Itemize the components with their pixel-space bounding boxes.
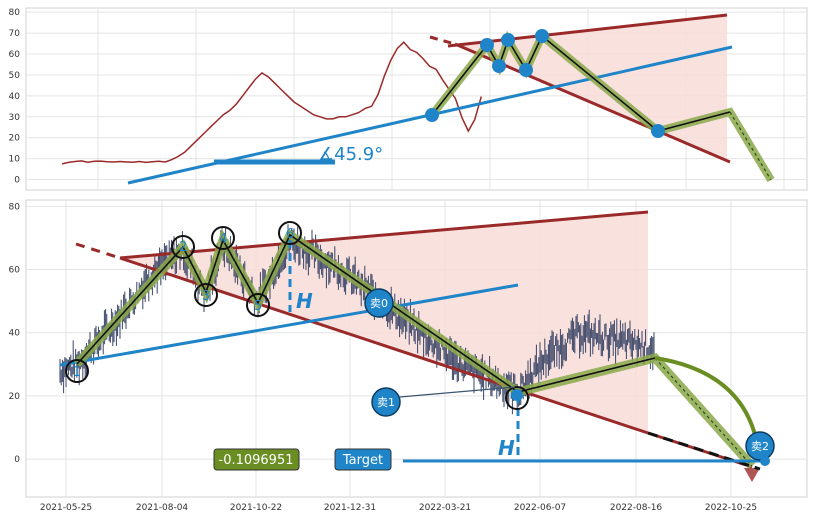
wave-point-4	[211, 226, 235, 250]
bottom-zigzag-proj-inner	[654, 357, 753, 467]
wave-label-3: 3	[202, 289, 210, 304]
sell-1-connector	[399, 386, 516, 398]
bottom-x-tick-label: 2022-06-07	[514, 503, 566, 513]
wave-label-5: 5	[254, 299, 262, 314]
top-zigzag-proj-inner	[729, 111, 772, 181]
top-y-tick-label: 60	[9, 50, 21, 60]
sell-label-1: 卖1	[377, 396, 395, 409]
bottom-y-tick-label: 40	[9, 329, 21, 339]
bottom-trend-line	[59, 283, 519, 367]
top-y-tick-label: 70	[9, 29, 21, 39]
top-y-tick-label: 30	[9, 113, 21, 123]
top-y-tick-label: 20	[9, 134, 21, 144]
top-channel-lower-dash	[429, 35, 456, 46]
top-angle-label: ∡45.9°	[318, 144, 383, 165]
bottom-x-tick-label: 2022-10-25	[705, 503, 757, 513]
value-badge	[213, 448, 300, 471]
bottom-target-dash	[647, 431, 761, 471]
h-label-right: H	[498, 436, 515, 460]
bottom-channel-upper	[119, 210, 649, 260]
wave-point-6	[278, 221, 302, 245]
target-dot	[760, 456, 770, 466]
bottom-triangle-marker	[744, 468, 760, 482]
top-marker	[651, 124, 665, 138]
top-marker	[425, 108, 439, 122]
sell-marker-2	[745, 431, 775, 461]
value-badge-text: -0.1096951	[219, 453, 294, 468]
wave-point-5	[246, 293, 270, 317]
wave-label-6: 6	[286, 227, 294, 242]
bottom-channel-fill	[120, 212, 648, 433]
wave-label-4: 4	[219, 232, 227, 247]
top-markers	[425, 29, 665, 138]
bottom-y-tick-label: 0	[14, 455, 20, 465]
wave-label-1: 1	[73, 365, 81, 380]
wave-point-7-dot	[511, 389, 523, 401]
top-y-tick-label: 50	[9, 71, 21, 81]
top-y-axis: 0 10 20 30 40 50 60 70 80	[9, 8, 21, 185]
bottom-zigzag-inner	[76, 233, 656, 393]
bottom-x-tick-label: 2022-03-21	[419, 503, 471, 513]
bottom-x-tick-label: 2021-05-25	[40, 503, 92, 513]
wave-point-3	[194, 283, 218, 307]
bottom-y-tick-label: 80	[9, 202, 21, 212]
target-badge	[334, 448, 392, 471]
bottom-x-axis: 2021-05-25 2021-08-04 2021-10-22 2021-12-31…	[40, 503, 757, 513]
wave-point-2	[171, 235, 195, 259]
h-label-left: H	[296, 289, 313, 313]
top-marker	[501, 33, 515, 47]
top-y-tick-label: 40	[9, 92, 21, 102]
sell-label-0: 卖0	[370, 297, 388, 310]
wave-point-1	[65, 359, 89, 383]
top-marker	[535, 29, 549, 43]
bottom-y-axis: 0 20 40 60 80	[9, 202, 21, 465]
bottom-x-tick-label: 2021-10-22	[230, 503, 282, 513]
wave-points: 1 2 3 4 5 6	[65, 221, 529, 410]
bottom-projection-arc	[654, 356, 760, 449]
bottom-y-tick-label: 20	[9, 392, 21, 402]
top-marker	[519, 63, 533, 77]
top-marker	[492, 59, 506, 73]
top-price-line	[61, 41, 483, 165]
top-y-tick-label: 80	[9, 8, 21, 18]
bottom-x-tick-label: 2021-12-31	[324, 503, 376, 513]
sell-marker-1	[371, 387, 401, 417]
wave-label-2: 2	[179, 240, 187, 255]
top-y-tick-label: 10	[9, 155, 21, 165]
sell-marker-0	[364, 288, 394, 318]
bottom-channel-lower-dash	[75, 242, 121, 260]
sell-label-2: 卖2	[751, 440, 769, 453]
top-channel-upper	[447, 13, 728, 48]
bottom-y-tick-label: 60	[9, 266, 21, 276]
top-marker	[480, 38, 494, 52]
bottom-x-tick-label: 2022-08-16	[610, 503, 663, 513]
target-badge-text: Target	[342, 453, 383, 468]
bottom-x-tick-label: 2021-08-04	[136, 503, 189, 513]
top-y-tick-label: 0	[14, 176, 20, 186]
wave-point-7	[505, 386, 529, 410]
